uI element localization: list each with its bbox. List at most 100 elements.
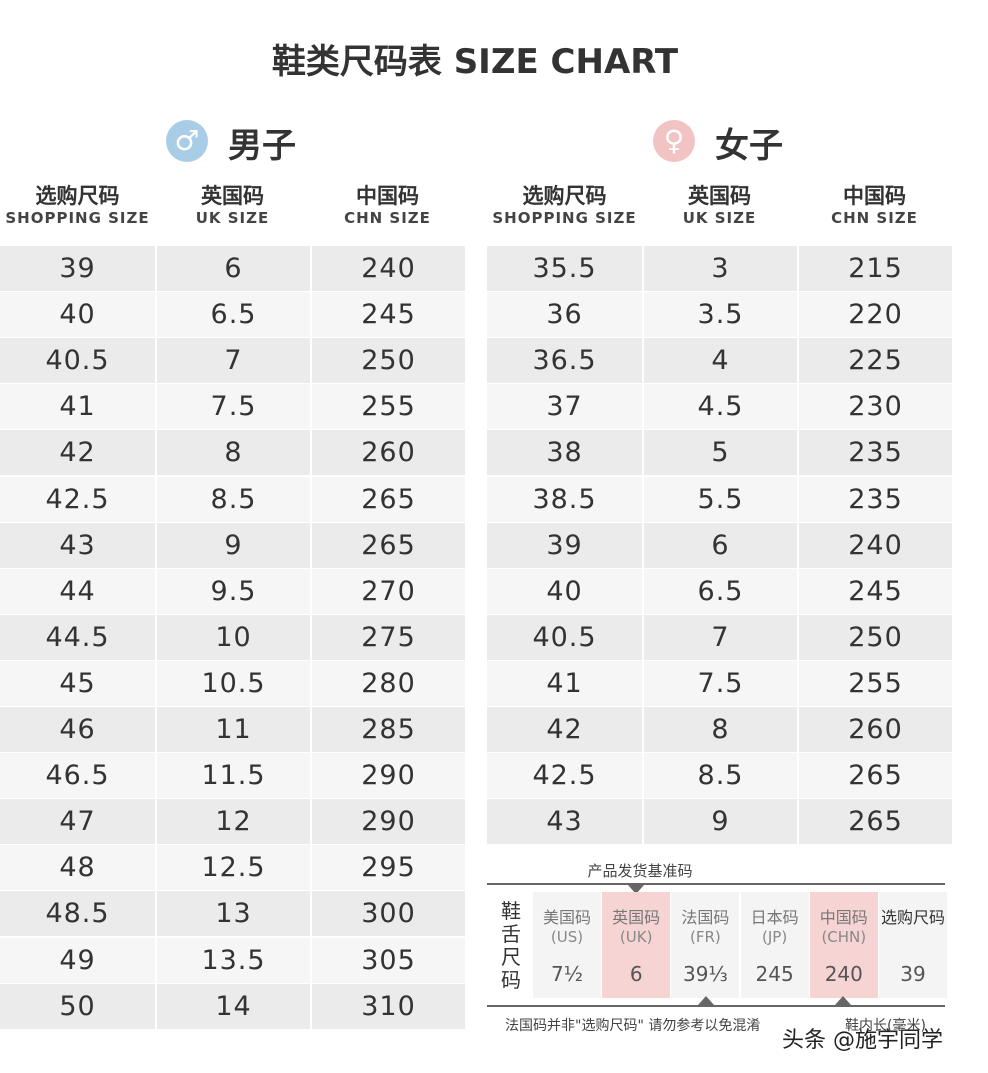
table-cell: 45 <box>0 660 155 706</box>
table-cell: 250 <box>799 614 952 660</box>
reference-value: 240 <box>824 962 863 986</box>
table-cell: 9.5 <box>157 568 310 614</box>
column-header: 中国码 <box>356 184 419 208</box>
table-cell: 42.5 <box>0 476 155 522</box>
table-cell: 8 <box>157 430 310 476</box>
table-cell: 48.5 <box>0 891 155 937</box>
table-cell: 36 <box>487 292 642 338</box>
column-header: 选购尺码 <box>35 184 120 208</box>
reference-name: 英国码 <box>612 908 661 927</box>
table-cell: 255 <box>312 384 465 430</box>
reference-value: 6 <box>629 962 643 986</box>
rule <box>487 883 945 885</box>
reference-name: 美国码 <box>542 908 591 927</box>
table-cell: 46.5 <box>0 753 155 799</box>
table-cell: 295 <box>312 845 465 891</box>
table-cell: 37 <box>487 384 642 430</box>
marker <box>698 996 714 1005</box>
table-cell: 6 <box>644 522 797 568</box>
table-cell: 310 <box>312 983 465 1029</box>
reference-value: 7½ <box>550 962 584 986</box>
table-cell: 40.5 <box>0 338 155 384</box>
column-header-en: SHOPPING SIZE <box>492 209 637 227</box>
table-cell: 250 <box>312 338 465 384</box>
reference-column <box>740 892 809 998</box>
table-cell: 270 <box>312 568 465 614</box>
table-cell: 7 <box>644 614 797 660</box>
table-cell: 275 <box>312 614 465 660</box>
table-cell: 265 <box>312 476 465 522</box>
column-header-en: SHOPPING SIZE <box>5 209 150 227</box>
table-cell: 12 <box>157 799 310 845</box>
reference-sub: (UK) <box>619 928 653 946</box>
table-cell: 10.5 <box>157 660 310 706</box>
table-cell: 235 <box>799 430 952 476</box>
column-header: 英国码 <box>201 184 264 208</box>
table-cell: 13.5 <box>157 937 310 983</box>
table-cell: 42 <box>0 430 155 476</box>
reference-column <box>533 892 601 998</box>
table-cell: 39 <box>487 522 642 568</box>
table-cell: 3 <box>644 246 797 292</box>
table-cell: 38.5 <box>487 476 642 522</box>
table-cell: 8.5 <box>157 476 310 522</box>
table-cell: 42.5 <box>487 753 642 799</box>
gender-label: 女子 <box>715 126 783 166</box>
table-cell: 290 <box>312 753 465 799</box>
table-cell: 3.5 <box>644 292 797 338</box>
table-cell: 10 <box>157 614 310 660</box>
table-cell: 4 <box>644 338 797 384</box>
table-cell: 47 <box>0 799 155 845</box>
table-cell: 305 <box>312 937 465 983</box>
table-cell: 39 <box>0 246 155 292</box>
table-cell: 240 <box>799 522 952 568</box>
reference-value: 245 <box>755 962 794 986</box>
side-label: 鞋舌尺码 <box>501 899 521 992</box>
reference-column <box>671 892 740 998</box>
reference-sub: (FR) <box>690 928 721 946</box>
rule <box>487 1005 945 1007</box>
table-cell: 215 <box>799 246 952 292</box>
gender-icon: ♀ <box>653 120 695 162</box>
marker <box>628 885 644 894</box>
table-cell: 14 <box>157 983 310 1029</box>
reference-note: 鞋内长(毫米) <box>845 1018 926 1034</box>
marker <box>835 996 851 1005</box>
table-cell: 225 <box>799 338 952 384</box>
reference-column <box>879 892 947 998</box>
table-cell: 240 <box>312 246 465 292</box>
page-title: 鞋类尺码表 SIZE CHART <box>271 42 679 82</box>
reference-column <box>602 892 671 998</box>
table-cell: 36.5 <box>487 338 642 384</box>
table-cell: 43 <box>0 522 155 568</box>
table-cell: 9 <box>644 799 797 845</box>
table-cell: 9 <box>157 522 310 568</box>
table-cell: 40 <box>487 568 642 614</box>
table-cell: 290 <box>312 799 465 845</box>
table-cell: 49 <box>0 937 155 983</box>
column-header-en: UK SIZE <box>195 209 270 227</box>
table-cell: 280 <box>312 660 465 706</box>
reference-column <box>809 892 878 998</box>
table-cell: 46 <box>0 707 155 753</box>
reference-value: 39⅓ <box>682 962 728 986</box>
table-cell: 245 <box>312 292 465 338</box>
table-cell: 48 <box>0 845 155 891</box>
table-cell: 43 <box>487 799 642 845</box>
table-cell: 230 <box>799 384 952 430</box>
table-cell: 260 <box>799 707 952 753</box>
table-cell: 245 <box>799 568 952 614</box>
column-header: 中国码 <box>843 184 906 208</box>
table-cell: 44.5 <box>0 614 155 660</box>
table-cell: 8.5 <box>644 753 797 799</box>
table-cell: 41 <box>487 660 642 706</box>
table-cell: 13 <box>157 891 310 937</box>
table-cell: 6 <box>157 246 310 292</box>
reference-value: 39 <box>900 962 926 986</box>
reference-sub: (CHN) <box>821 928 867 946</box>
table-cell: 300 <box>312 891 465 937</box>
table-cell: 40.5 <box>487 614 642 660</box>
table-cell: 7.5 <box>644 660 797 706</box>
table-cell: 255 <box>799 660 952 706</box>
